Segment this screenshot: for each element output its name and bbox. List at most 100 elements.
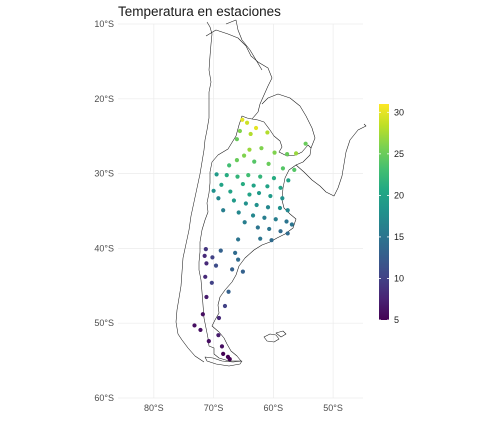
argentina-outline (198, 115, 312, 362)
station-point (262, 215, 267, 220)
station-point (203, 274, 208, 279)
colorbar-ticks: 5 10 15 20 25 30 (379, 107, 404, 325)
x-tick-label: 80°S (144, 403, 164, 413)
station-point (293, 151, 299, 156)
station-point (265, 205, 271, 210)
station-point (204, 261, 209, 266)
station-points (192, 117, 308, 362)
map-outline (175, 19, 367, 367)
station-point (231, 198, 237, 203)
station-point (253, 125, 259, 131)
station-point (285, 208, 290, 213)
station-point (236, 237, 241, 242)
station-point (209, 280, 214, 285)
station-point (214, 172, 219, 177)
station-point (248, 131, 253, 137)
station-point (230, 267, 235, 272)
station-point (216, 315, 222, 321)
y-tick-label: 30°S (94, 169, 114, 179)
y-tick-label: 50°S (94, 318, 114, 328)
station-point (258, 236, 263, 241)
station-point (236, 257, 241, 262)
station-point (241, 153, 247, 158)
station-point (265, 184, 270, 189)
station-point (233, 250, 238, 255)
station-point (268, 193, 273, 199)
gridlines (118, 23, 363, 399)
station-point (218, 248, 223, 253)
station-point (228, 189, 233, 194)
station-point (221, 351, 226, 356)
station-point (246, 172, 251, 178)
station-point (250, 213, 256, 218)
uruguay-outline (295, 123, 367, 197)
station-point (269, 238, 274, 243)
station-point (266, 161, 271, 166)
y-axis-tick-labels: 10°S 20°S 30°S 40°S 50°S 60°S (94, 19, 114, 403)
station-point (219, 344, 225, 349)
colorbar-tick-label: 25 (394, 149, 404, 159)
brazil-border-outline (225, 19, 263, 71)
y-tick-label: 40°S (94, 243, 114, 253)
station-point (219, 182, 224, 187)
bolivia-outline (205, 29, 273, 120)
station-point (265, 130, 270, 135)
station-point (278, 229, 283, 234)
y-tick-label: 10°S (94, 19, 114, 29)
station-point (280, 166, 286, 171)
station-point (226, 289, 231, 294)
station-point (213, 263, 219, 268)
colorbar (379, 104, 389, 320)
station-point (273, 217, 278, 222)
station-point (286, 178, 291, 183)
station-point (222, 303, 228, 309)
station-point (267, 226, 272, 232)
paraguay-outline (261, 93, 316, 149)
colorbar-tick-label: 5 (394, 315, 399, 325)
station-point (289, 222, 294, 227)
station-point (216, 333, 221, 338)
station-point (284, 219, 289, 224)
station-point (235, 174, 240, 179)
colorbar-tick-label: 15 (394, 232, 404, 242)
y-tick-label: 20°S (94, 94, 114, 104)
station-point (234, 137, 240, 142)
station-point (247, 147, 252, 152)
station-point (227, 163, 232, 168)
station-point (224, 172, 229, 178)
station-point (210, 255, 215, 260)
station-point (247, 192, 252, 197)
station-point (240, 269, 245, 274)
station-point (259, 146, 264, 151)
station-point (240, 117, 245, 122)
station-point (236, 210, 241, 215)
station-point (272, 150, 277, 155)
colorbar-tick-label: 10 (394, 273, 404, 283)
station-point (285, 231, 290, 236)
station-point (244, 120, 250, 125)
x-tick-label: 50°S (323, 403, 343, 413)
station-point (202, 253, 207, 258)
colorbar-tick-label: 30 (394, 107, 404, 117)
chart-title: Temperatura en estaciones (118, 4, 281, 19)
station-point (271, 175, 277, 181)
station-point (251, 183, 256, 188)
station-point (277, 205, 283, 211)
x-axis-tick-labels: 80°S 70°S 60°S 50°S (144, 403, 343, 413)
station-point (280, 196, 285, 201)
station-point (198, 327, 203, 333)
chile-outline (175, 21, 213, 363)
station-point (227, 357, 232, 362)
x-tick-label: 70°S (204, 403, 224, 413)
station-point (203, 247, 208, 252)
station-point (240, 181, 245, 187)
station-point (255, 225, 260, 230)
station-point (278, 185, 283, 190)
station-point (234, 158, 240, 163)
tierra-del-fuego-outline (204, 356, 243, 367)
x-tick-label: 60°S (264, 403, 284, 413)
station-point (243, 201, 248, 206)
station-point (216, 196, 221, 201)
y-tick-label: 60°S (94, 393, 114, 403)
